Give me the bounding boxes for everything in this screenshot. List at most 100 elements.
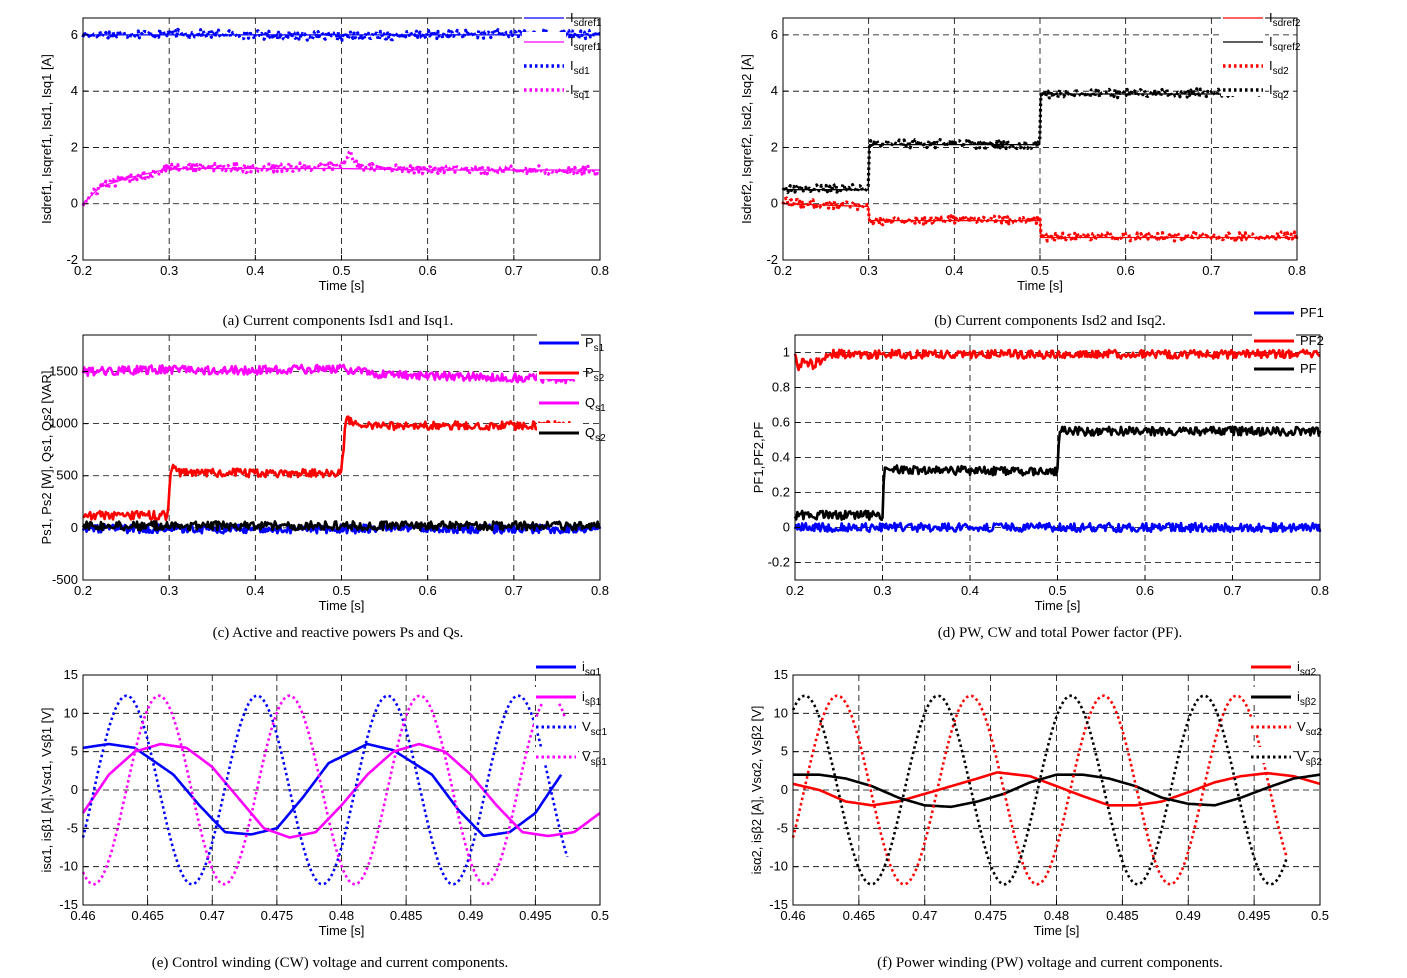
legend-bg: [1252, 331, 1296, 347]
legend-text-part: P: [585, 365, 594, 380]
legend-text-part: PF1: [1300, 305, 1324, 320]
y-tick-label: 0: [771, 196, 778, 211]
x-tick-label: 0.48: [329, 908, 354, 923]
legend-bg: [1221, 32, 1265, 48]
x-tick-label: 0.5: [332, 263, 350, 278]
legend-bg: [522, 32, 566, 48]
x-tick-label: 0.5: [1311, 908, 1329, 923]
legend-text-part: i: [582, 689, 585, 704]
x-tick-label: 0.6: [419, 583, 437, 598]
legend-text-part: sq1: [574, 90, 591, 101]
x-tick-label: 0.465: [843, 908, 876, 923]
legend-text-part: i: [582, 659, 585, 674]
legend-label-Isqref1: Isqref1: [570, 34, 602, 53]
x-tick-label: 0.7: [1223, 583, 1241, 598]
x-tick-label: 0.8: [591, 583, 609, 598]
x-tick-label: 0.4: [246, 583, 264, 598]
legend-text-part: P: [585, 335, 594, 350]
legend-text-part: sα1: [591, 727, 608, 738]
y-axis-label: isα2, isβ2 [A], Vsα2, Vsβ2 [V]: [749, 706, 764, 875]
legend-label-Qs2: Qs2: [585, 425, 606, 444]
x-tick-label: 0.495: [519, 908, 552, 923]
y-tick-label: 0: [783, 520, 790, 535]
series-Vsβ1: [81, 694, 569, 886]
y-tick-label: 1: [783, 345, 790, 360]
series-Vsα1: [81, 694, 569, 886]
legend-text-part: sβ1: [585, 697, 602, 708]
x-tick-label: 0.2: [74, 583, 92, 598]
x-tick-label: 0.4: [961, 583, 979, 598]
series-Qs1: [81, 363, 576, 385]
y-tick-label: 4: [71, 83, 78, 98]
legend-text-part: i: [1297, 689, 1300, 704]
caption-c: (c) Active and reactive powers Ps and Qs…: [213, 625, 464, 641]
x-tick-label: 0.485: [390, 908, 423, 923]
y-tick-label: 1000: [49, 416, 78, 431]
legend-bg: [1249, 717, 1293, 733]
chart-a: 0.2 0.3 0.4 0.5 0.6 0.7 0.8 -2 0 2 4 6 Time [s] Isdre…: [39, 8, 609, 293]
x-tick-label: 0.4: [945, 263, 963, 278]
legend-label-isα1: isα1: [582, 659, 602, 678]
legend-text-part: I: [1269, 10, 1273, 25]
legend-bg: [1221, 80, 1265, 96]
series-PF: [793, 425, 1322, 521]
y-tick-label: 2: [771, 139, 778, 154]
legend-bg: [537, 423, 581, 439]
y-tick-label: 1500: [49, 363, 78, 378]
legend-bg: [534, 717, 578, 733]
x-axis-label: Time [s]: [1034, 923, 1080, 938]
y-tick-label: 0: [71, 520, 78, 535]
y-tick-label: -2: [766, 252, 778, 267]
x-tick-label: 0.7: [505, 263, 523, 278]
x-tick-label: 0.3: [160, 263, 178, 278]
legend-text-part: sα2: [1306, 727, 1323, 738]
legend-bg: [537, 363, 581, 379]
series-Isd2: [781, 196, 1299, 244]
x-tick-label: 0.3: [860, 263, 878, 278]
x-tick-label: 0.49: [1176, 908, 1201, 923]
legend-label-Vsα1: Vsα1: [582, 719, 607, 738]
legend-label-Isd1: Isd1: [570, 58, 590, 77]
legend-text-part: V: [582, 749, 591, 764]
caption-b: (b) Current components Isd2 and Isq2.: [934, 313, 1166, 329]
x-tick-label: 0.46: [70, 908, 95, 923]
legend-text-part: sq2: [1273, 90, 1290, 101]
series-isβ1: [81, 742, 601, 839]
x-tick-label: 0.6: [419, 263, 437, 278]
x-tick-label: 0.48: [1044, 908, 1069, 923]
chart-e: 0.46 0.465 0.47 0.475 0.48 0.485 0.49 0.495 0.5 -…: [39, 657, 609, 938]
x-tick-label: 0.7: [505, 583, 523, 598]
legend-label-Isdref2: Isdref2: [1269, 10, 1301, 29]
x-tick-label: 0.4: [246, 263, 264, 278]
y-axis-label: Ps1, Ps2 [W], Qs1, Qs2 [VAR]: [39, 371, 54, 545]
legend-label-Isdref1: Isdref1: [570, 10, 602, 29]
y-tick-label: 0: [71, 196, 78, 211]
x-axis-label: Time [s]: [319, 278, 365, 293]
chart-b: 0.2 0.3 0.4 0.5 0.6 0.7 0.8 -2 0 2 4 6 Time [s] Isdre…: [739, 8, 1306, 293]
legend-text-part: I: [570, 34, 574, 49]
y-tick-label: 10: [774, 705, 788, 720]
legend-text-part: sβ2: [1300, 697, 1317, 708]
y-tick-label: 0.6: [772, 415, 790, 430]
y-tick-label: 4: [771, 83, 778, 98]
legend-label-isβ1: isβ1: [582, 689, 602, 708]
legend-text-part: sα2: [1300, 667, 1317, 678]
legend-bg: [534, 687, 578, 703]
y-tick-label: 15: [774, 667, 788, 682]
legend-text-part: I: [570, 58, 574, 73]
x-tick-label: 0.2: [774, 263, 792, 278]
legend-bg: [1249, 747, 1293, 763]
legend-label-Isd2: Isd2: [1269, 58, 1289, 77]
legend-label-Vsα2: Vsα2: [1297, 719, 1322, 738]
y-tick-label: 10: [64, 705, 78, 720]
legend-text-part: sα1: [585, 667, 602, 678]
legend-label-Isqref2: Isqref2: [1269, 34, 1301, 53]
legend-text-part: sd2: [1273, 66, 1290, 77]
x-axis-label: Time [s]: [1035, 598, 1081, 613]
series-Ps2: [82, 415, 575, 522]
legend-bg: [537, 333, 581, 349]
legend-bg: [522, 80, 566, 96]
chart-d: 0.2 0.3 0.4 0.5 0.6 0.7 0.8 -0.2 0 0.2 0.4 0.6 0.8 1 T…: [751, 303, 1329, 613]
y-tick-label: 500: [56, 468, 78, 483]
